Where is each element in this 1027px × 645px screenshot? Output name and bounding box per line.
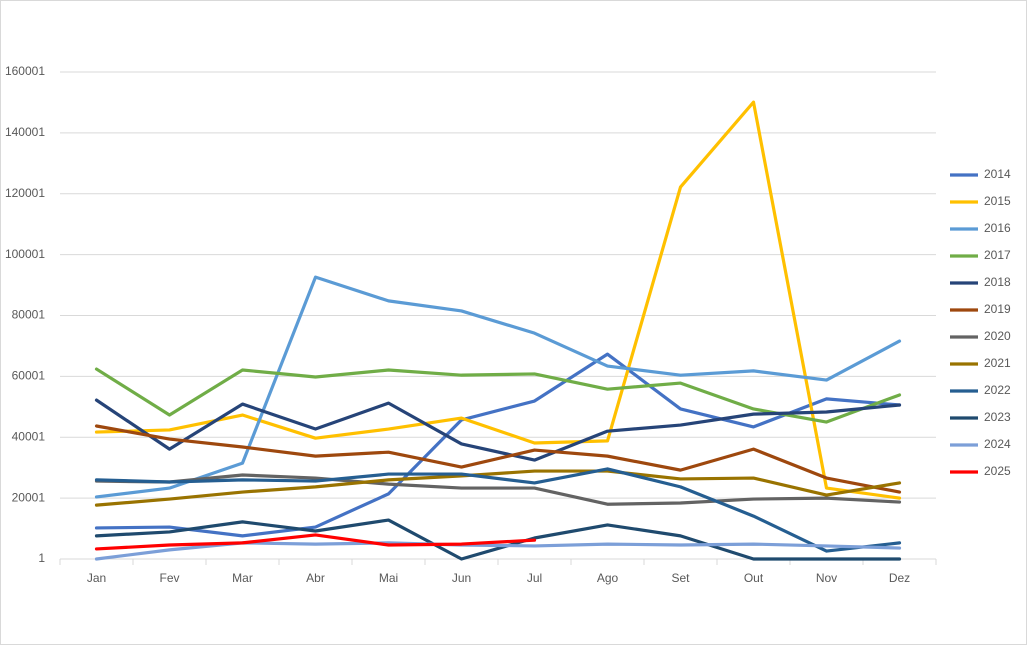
x-tick-label: Jun xyxy=(452,571,471,585)
x-tick-label: Abr xyxy=(306,571,325,585)
legend-label: 2025 xyxy=(984,464,1011,478)
series-line xyxy=(94,424,902,494)
series-line xyxy=(94,367,902,424)
legend-label: 2014 xyxy=(984,167,1011,181)
y-tick-label: 80001 xyxy=(12,308,46,322)
legend-label: 2016 xyxy=(984,221,1011,235)
legend-label: 2017 xyxy=(984,248,1011,262)
series-line xyxy=(94,275,902,499)
x-tick-label: Mar xyxy=(232,571,253,585)
x-tick-label: Out xyxy=(744,571,764,585)
y-tick-label: 100001 xyxy=(5,247,45,261)
legend-label: 2018 xyxy=(984,275,1011,289)
series-line xyxy=(94,398,902,462)
y-tick-label: 140001 xyxy=(5,125,45,139)
series-line xyxy=(94,100,902,500)
series-line xyxy=(94,473,902,506)
legend-label: 2023 xyxy=(984,410,1011,424)
legend-label: 2015 xyxy=(984,194,1011,208)
y-tick-label: 20001 xyxy=(12,490,46,504)
series-line xyxy=(94,469,902,507)
x-tick-label: Fev xyxy=(159,571,179,585)
y-tick-label: 60001 xyxy=(12,369,46,383)
y-tick-label: 1 xyxy=(38,551,45,565)
legend-label: 2019 xyxy=(984,302,1011,316)
series-line xyxy=(94,352,902,538)
legend-label: 2020 xyxy=(984,329,1011,343)
legend-label: 2021 xyxy=(984,356,1011,370)
x-tick-label: Nov xyxy=(816,571,837,585)
series-line xyxy=(94,518,902,561)
legend-label: 2024 xyxy=(984,437,1011,451)
x-tick-label: Ago xyxy=(597,571,619,585)
legend-label: 2022 xyxy=(984,383,1011,397)
y-tick-label: 120001 xyxy=(5,186,45,200)
x-tick-label: Mai xyxy=(379,571,398,585)
x-tick-label: Dez xyxy=(889,571,910,585)
series-line xyxy=(94,467,902,553)
x-tick-label: Jan xyxy=(87,571,106,585)
series-line xyxy=(94,533,537,551)
x-tick-label: Set xyxy=(671,571,690,585)
y-tick-label: 40001 xyxy=(12,429,46,443)
x-tick-label: Jul xyxy=(527,571,542,585)
y-tick-label: 160001 xyxy=(5,64,45,78)
